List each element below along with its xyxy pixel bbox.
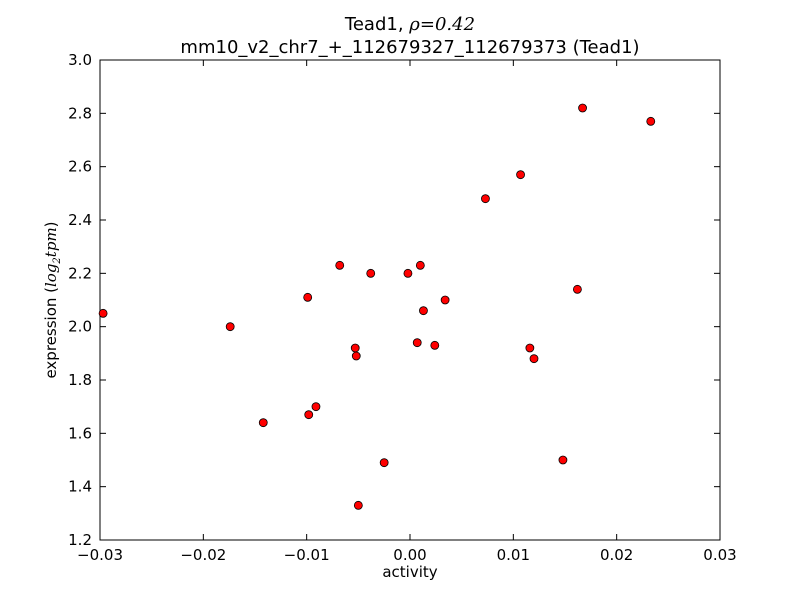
data-point [303,292,313,302]
data-point [225,322,235,332]
data-point [558,455,568,465]
data-point [304,410,314,420]
y-tick-label: 2.6 [68,158,92,176]
chart-title-prefix: Tead1, [344,14,409,35]
y-tick-label: 2.0 [68,318,92,336]
data-points [98,103,656,510]
data-point [529,354,539,364]
x-tick-label: −0.01 [284,546,330,564]
x-tick-label: −0.03 [77,546,123,564]
y-tick-label: 2.2 [68,264,92,282]
data-point [353,500,363,510]
data-point [258,418,268,428]
data-point [379,458,389,468]
x-tick-label: 0.02 [600,546,633,564]
chart-title-rho-symbol: ρ [408,14,420,35]
data-point [98,308,108,318]
y-tick-label: 1.4 [68,478,92,496]
data-point [335,260,345,270]
x-tick-label: 0.01 [497,546,530,564]
chart-title-rho-value: =0.42 [420,14,475,35]
plot-area [99,59,721,541]
x-tick-label: 0.00 [393,546,426,564]
y-axis-label-prefix: expression ( [42,287,60,379]
data-point [525,343,535,353]
chart-subtitle: mm10_v2_chr7_+_112679327_112679373 (Tead… [180,37,639,58]
x-tick-label: −0.02 [180,546,226,564]
data-point [366,268,376,278]
y-tick-label: 2.4 [68,211,92,229]
y-axis-label: expression (log2tpm) [42,221,63,378]
data-point [311,402,321,412]
data-point [516,170,525,180]
y-axis-label-math-base: log [42,264,60,287]
data-point [351,351,361,361]
y-tick-label: 2.8 [68,104,92,122]
data-point [403,268,413,278]
y-axis-label-math-sub: 2 [52,257,63,264]
data-point [646,116,656,126]
data-point [350,343,360,353]
data-point [481,194,490,204]
x-axis-label: activity [382,563,437,581]
data-point [573,284,582,294]
x-axis-ticks: −0.03 −0.02 −0.01 0.00 0.01 0.02 0.03 [77,60,737,564]
data-point [415,260,425,270]
data-point [419,306,428,316]
data-point [440,295,450,305]
y-tick-label: 1.6 [68,424,92,442]
chart-title: Tead1, ρ=0.42 [344,14,475,35]
y-tick-label: 3.0 [68,51,92,69]
data-point [430,340,440,350]
y-tick-label: 1.2 [68,531,92,549]
y-axis-label-math-rest: tpm [42,227,60,257]
y-axis-ticks: 1.2 1.4 1.6 1.8 2.0 2.2 2.4 2.6 2.8 3.0 [68,51,720,549]
x-tick-label: 0.03 [703,546,736,564]
y-tick-label: 1.8 [68,371,92,389]
data-point [412,338,422,348]
y-axis-label-suffix: ) [42,221,60,227]
data-point [578,103,587,113]
